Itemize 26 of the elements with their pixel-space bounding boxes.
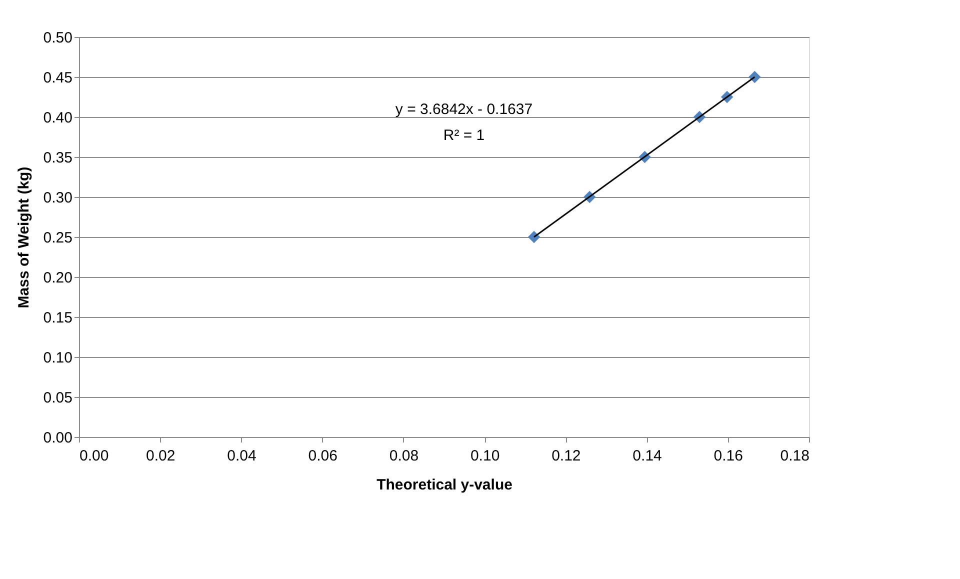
y-tick-label: 0.20 xyxy=(43,270,72,286)
annotation: R² = 1 xyxy=(443,127,485,144)
y-tick-label: 0.10 xyxy=(43,350,72,366)
x-tick-label: 0.06 xyxy=(308,448,338,464)
y-tick-label: 0.35 xyxy=(43,150,72,166)
point xyxy=(528,230,540,244)
x-tick-label: 0.16 xyxy=(714,448,743,464)
y-tick-label: 0.30 xyxy=(43,190,72,206)
x-tick-label: 0.18 xyxy=(780,448,810,464)
x-tick-label: 0.04 xyxy=(227,448,256,464)
y-axis-title: Mass of Weight (kg) xyxy=(15,166,32,308)
y-tick-label: 0.40 xyxy=(43,110,72,126)
y-tick-label: 0.05 xyxy=(43,390,72,406)
x-tick-label: 0.14 xyxy=(632,448,662,464)
x-tick-label: 0.08 xyxy=(389,448,419,464)
x-tick-label: 0.02 xyxy=(146,448,176,464)
y-tick-label: 0.25 xyxy=(43,230,72,246)
y-tick-label: 0.15 xyxy=(43,310,72,326)
x-tick-label: 0.10 xyxy=(470,448,500,464)
y-tick-label: 0.50 xyxy=(43,30,72,46)
y-tick-label: 0.45 xyxy=(43,70,72,86)
x-axis-title: Theoretical y-value xyxy=(376,476,512,494)
x-tick-label: 0.00 xyxy=(80,448,109,464)
y-tick-label: 0.00 xyxy=(43,430,72,446)
x-tick-label: 0.12 xyxy=(552,448,581,464)
annotation: y = 3.6842x - 0.1637 xyxy=(395,101,533,118)
